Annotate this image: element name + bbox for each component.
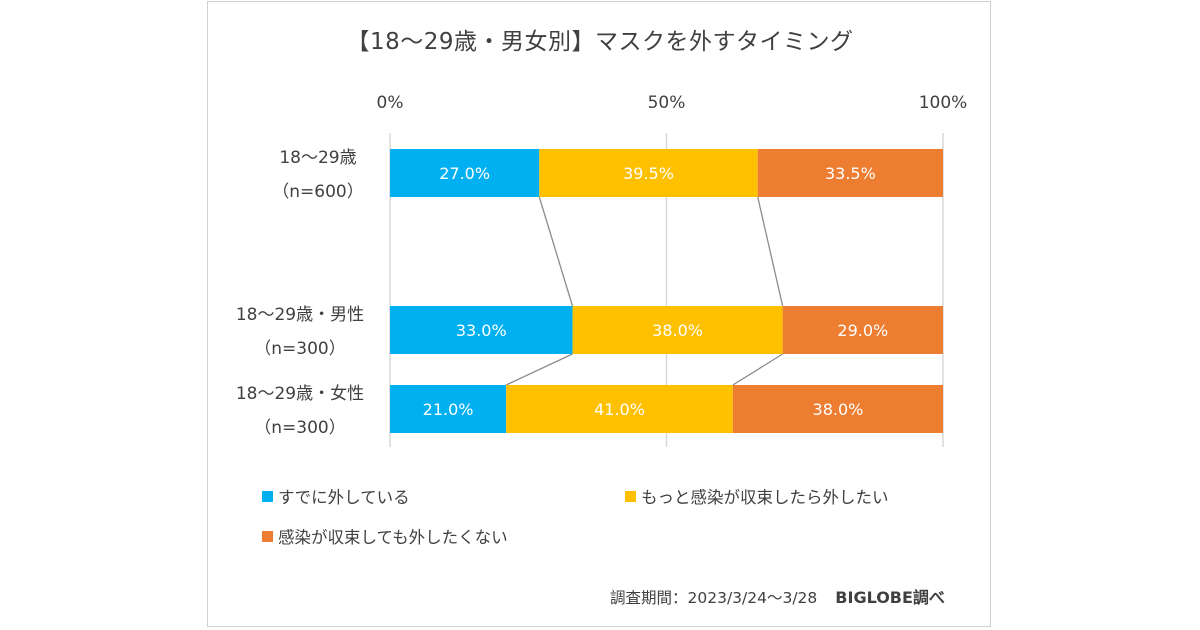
category-label: 18〜29歳・男性 [236,305,364,325]
legend-swatch [625,490,636,502]
series-line [732,353,783,386]
series-line [757,196,784,307]
legend-label: すでに外している [278,488,410,507]
category-sample-size: （n=300） [254,339,345,359]
legend-item-series-2: 感染が収束しても外したくない [262,524,508,548]
bar-data-label: 39.5% [623,164,674,183]
bar-data-label: 38.0% [652,321,703,340]
bar-data-label: 21.0% [423,400,474,419]
chart-title: 【18〜29歳・男女別】マスクを外すタイミング [346,29,854,55]
source-credit: BIGLOBE調べ [835,588,945,607]
x-tick-label: 50% [648,93,686,113]
bar-segment [390,149,540,197]
series-line [505,353,573,386]
x-tick-label: 0% [377,93,404,113]
legend-item-series-1: もっと感染が収束したら外したい [625,484,889,508]
category-label: 18〜29歳・女性 [236,384,364,404]
bar-data-label: 29.0% [837,321,888,340]
bar-segment [390,306,573,354]
bar-segment [390,385,507,433]
legend-swatch [262,530,273,542]
bar-segment [572,306,783,354]
chart-footer: 調査期間：2023/3/24〜3/28 BIGLOBE調べ [610,584,945,608]
bar-data-label: 33.0% [456,321,507,340]
x-axis-ticks: 0% 50% 100% [377,93,968,113]
bar-data-label: 38.0% [813,400,864,419]
category-label: 18〜29歳 [279,148,356,168]
bar-segment [782,306,943,354]
bar-data-label: 41.0% [594,400,645,419]
survey-period: 調査期間：2023/3/24〜3/28 [610,589,818,607]
bar-segment [506,385,733,433]
legend-item-series-0: すでに外している [262,484,410,508]
category-sample-size: （n=300） [254,418,345,438]
bar-segment [757,149,943,197]
bar-segment [732,385,943,433]
category-labels: 18〜29歳 （n=600） 18〜29歳・男性 （n=300） 18〜29歳・女性 （n… [236,148,364,438]
category-sample-size: （n=600） [272,182,363,202]
bar-data-label: 27.0% [439,164,490,183]
series-connector-lines [505,196,784,386]
bars: 27.0% 39.5% 33.5% 33.0% 38.0% 29.0% 21.0% 41.0%… [390,149,943,433]
bar-segment [539,149,758,197]
x-tick-label: 100% [919,93,968,113]
series-line [538,196,574,307]
legend-label: 感染が収束しても外したくない [278,528,508,547]
legend-swatch [262,490,273,502]
bar-data-label: 33.5% [825,164,876,183]
legend-label: もっと感染が収束したら外したい [641,488,889,507]
